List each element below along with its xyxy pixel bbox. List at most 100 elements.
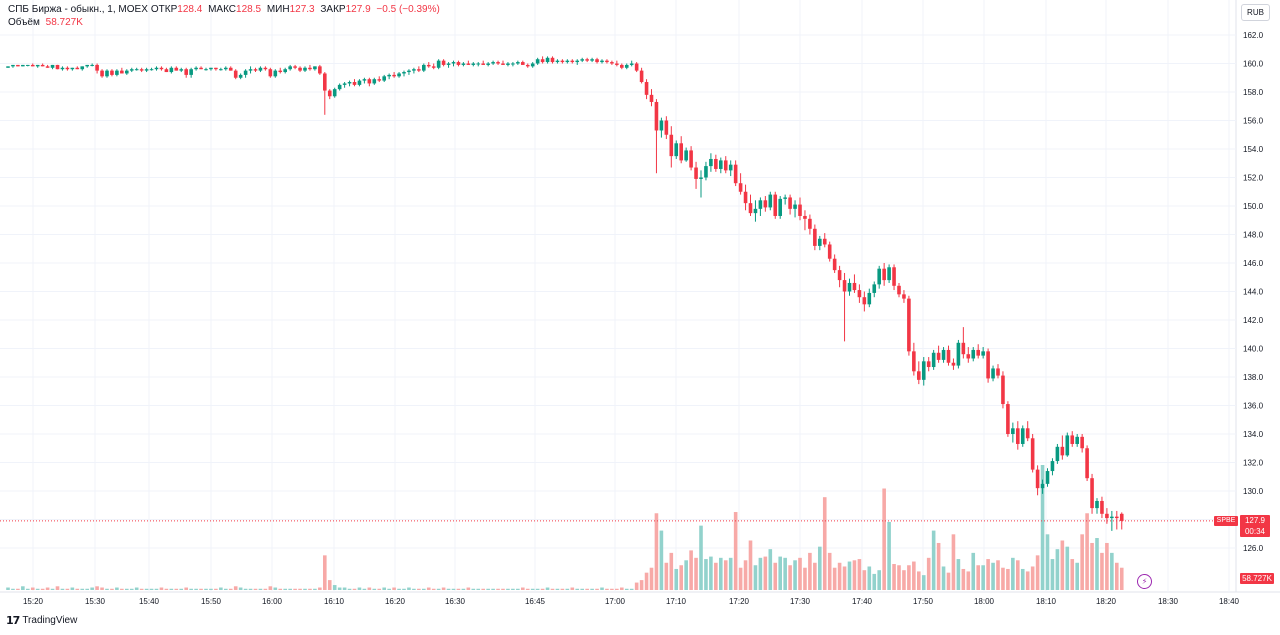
volume-bar	[461, 588, 466, 590]
volume-bar	[605, 588, 609, 590]
candle-body	[26, 64, 30, 66]
high-label: МАКС	[208, 4, 237, 15]
volume-bar	[887, 521, 891, 590]
last-price-tag: 127.9 00:34	[1240, 515, 1270, 537]
volume-bar	[278, 588, 283, 590]
candle-body	[1060, 446, 1065, 456]
volume-bar	[100, 587, 104, 590]
candle-body	[139, 69, 144, 71]
candle-body	[204, 69, 208, 71]
volume-bar	[397, 588, 401, 590]
volume-bar	[228, 588, 233, 590]
x-tick-label: 15:20	[23, 597, 44, 606]
candle-body	[585, 59, 589, 61]
candle-body	[941, 349, 946, 360]
symbol-price-tag: SPBE	[1214, 516, 1238, 526]
y-tick-label: 154.0	[1243, 145, 1264, 154]
candle-body	[991, 368, 995, 379]
volume-bar	[105, 588, 109, 590]
candle-body	[342, 83, 347, 85]
y-tick-label: 134.0	[1243, 430, 1264, 439]
volume-bar	[387, 588, 391, 590]
volume-bar	[1040, 465, 1045, 590]
volume-bar	[313, 588, 317, 590]
volume-bar	[422, 588, 426, 590]
volume-bar	[981, 565, 985, 590]
volume-bar	[253, 588, 258, 590]
volume-bar	[669, 552, 674, 590]
candle-body	[85, 64, 89, 67]
candle-body	[961, 342, 966, 355]
candle-body	[595, 59, 599, 63]
volume-bar	[540, 588, 545, 590]
candle-body	[377, 79, 382, 81]
volume-bar	[654, 513, 659, 590]
volume-bar	[867, 566, 872, 590]
candle-body	[115, 70, 119, 75]
candle-body	[149, 69, 154, 71]
candle-body	[719, 160, 723, 169]
volume-bar	[822, 497, 827, 590]
x-tick-label: 17:30	[790, 597, 811, 606]
y-tick-label: 150.0	[1243, 202, 1264, 211]
candle-body	[827, 244, 832, 259]
candle-body	[209, 67, 213, 70]
volume-bar	[768, 549, 773, 590]
volume-bar	[912, 561, 916, 590]
volume-bar	[951, 534, 956, 590]
candle-body	[40, 64, 45, 67]
y-tick-label: 144.0	[1243, 288, 1264, 297]
volume-bar	[268, 586, 273, 590]
volume-bar	[907, 565, 911, 590]
candle-body	[610, 62, 614, 64]
volume-bar	[1011, 557, 1015, 590]
volume-bar	[139, 588, 144, 590]
lightning-icon[interactable]: ⚡	[1137, 574, 1152, 589]
volume-bar	[738, 567, 743, 590]
candle-body	[555, 60, 560, 63]
candle-body	[352, 82, 357, 85]
volume-bar	[639, 580, 644, 590]
candle-body	[100, 70, 104, 77]
candle-body	[1016, 428, 1020, 444]
candle-body	[1115, 516, 1119, 519]
candle-body	[605, 60, 609, 63]
volume-bar	[362, 588, 367, 590]
candle-body	[590, 59, 594, 61]
x-tick-label: 18:20	[1096, 597, 1117, 606]
candle-body	[634, 63, 639, 71]
close-value: 127.9	[345, 4, 371, 15]
volume-bar	[996, 560, 1000, 590]
tradingview-logo[interactable]: 𝟭𝟳 TradingView	[6, 614, 77, 627]
candle-body	[387, 74, 391, 77]
candle-body	[867, 292, 872, 305]
candle-body	[125, 70, 129, 74]
volume-label[interactable]: Объём	[8, 17, 40, 28]
candle-body	[921, 361, 926, 380]
candle-body	[382, 76, 386, 81]
currency-button[interactable]: RUB	[1241, 4, 1270, 21]
volume-bar	[733, 512, 738, 590]
volume-bar	[728, 557, 733, 590]
volume-bar	[689, 550, 693, 590]
volume-bar	[372, 588, 377, 590]
volume-bar	[525, 588, 530, 590]
volume-bar	[758, 557, 763, 590]
volume-bar	[199, 588, 203, 590]
volume-bar	[773, 562, 778, 590]
volume-bar	[184, 587, 188, 590]
symbol-title[interactable]: СПБ Биржа - обыкн., 1, MOEX	[8, 4, 148, 15]
y-tick-label: 126.0	[1243, 544, 1264, 553]
candle-body	[491, 62, 495, 64]
candle-body	[392, 74, 396, 77]
x-tick-label: 15:50	[201, 597, 222, 606]
candle-body	[946, 349, 951, 363]
volume-bar	[550, 588, 555, 590]
volume-bar	[1025, 571, 1030, 590]
candle-body	[451, 62, 456, 64]
candle-body	[837, 270, 842, 281]
volume-bar	[1055, 549, 1060, 590]
volume-bar	[1105, 542, 1109, 590]
volume-bar	[357, 587, 362, 590]
